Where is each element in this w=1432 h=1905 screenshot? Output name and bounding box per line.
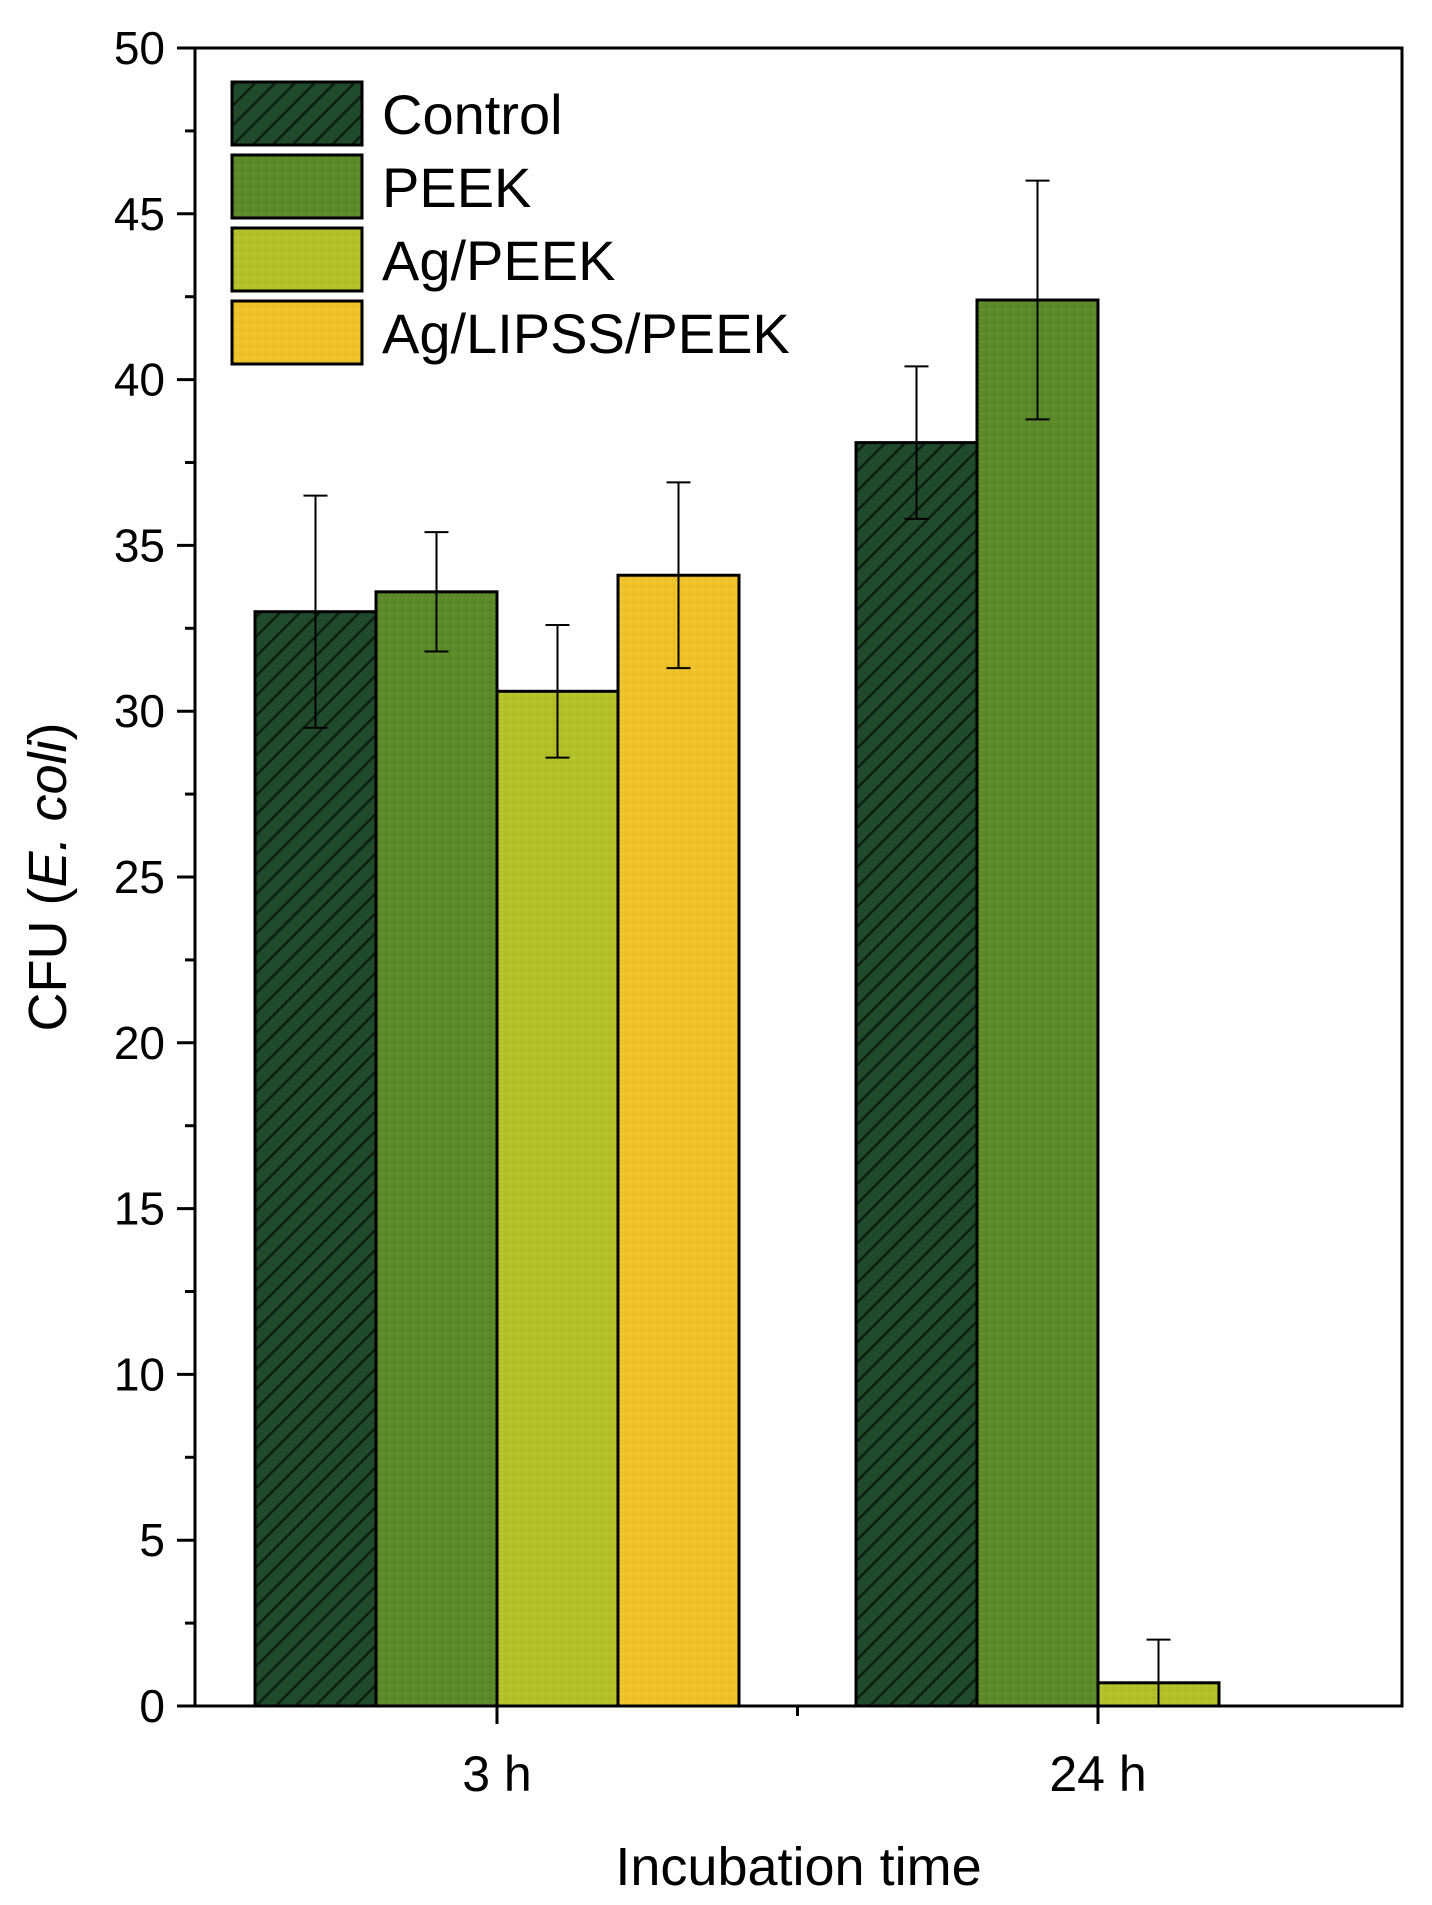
legend-swatch xyxy=(230,299,364,366)
y-tick-label: 30 xyxy=(114,685,165,737)
legend-label: PEEK xyxy=(382,156,531,219)
y-tick-label: 5 xyxy=(139,1514,165,1566)
legend-swatch xyxy=(230,226,364,293)
y-tick-label: 15 xyxy=(114,1183,165,1235)
error-bars-group xyxy=(303,179,1171,1707)
legend-item: Control xyxy=(230,80,563,147)
y-tick-label: 25 xyxy=(114,851,165,903)
bar-control-3h xyxy=(253,610,378,1708)
plot-frame xyxy=(193,46,1404,1708)
error-bar xyxy=(424,531,449,653)
y-axis-title: CFU (E. coli) xyxy=(18,722,78,1031)
error-bar xyxy=(545,623,570,759)
y-tick-label: 20 xyxy=(114,1017,165,1069)
legend-item: Ag/PEEK xyxy=(230,226,615,293)
legend-item: Ag/LIPSS/PEEK xyxy=(230,299,790,366)
error-bar xyxy=(1025,179,1050,421)
x-axis: 3 h 24 h xyxy=(462,1706,1147,1802)
error-bar xyxy=(666,481,691,670)
y-tick-label: 50 xyxy=(114,22,165,74)
error-bar xyxy=(904,365,929,520)
bar-control-24h xyxy=(854,441,979,1708)
legend-swatch xyxy=(230,80,364,147)
bars-group xyxy=(253,298,1221,1708)
legend-swatch xyxy=(230,153,364,220)
bar-ag-peek-3h xyxy=(495,689,620,1708)
bar-ag-lipss-peek-3h xyxy=(616,573,741,1708)
x-axis-title: Incubation time xyxy=(615,1837,981,1897)
y-tick-label: 10 xyxy=(114,1348,165,1400)
legend-label: Control xyxy=(382,83,563,146)
bar-peek-3h xyxy=(374,590,499,1708)
bar-peek-24h xyxy=(975,298,1100,1708)
legend: Control PEEK Ag/PEEK Ag/LIPSS/PEEK xyxy=(230,80,790,366)
legend-label: Ag/PEEK xyxy=(382,229,615,292)
y-tick-label: 0 xyxy=(139,1680,165,1732)
y-tick-label: 35 xyxy=(114,519,165,571)
legend-label: Ag/LIPSS/PEEK xyxy=(382,302,790,365)
y-tick-label: 40 xyxy=(114,354,165,406)
x-tick-label: 24 h xyxy=(1049,1746,1146,1802)
y-tick-label: 45 xyxy=(114,188,165,240)
error-bar xyxy=(303,494,328,729)
legend-item: PEEK xyxy=(230,153,531,220)
x-tick-label: 3 h xyxy=(462,1746,532,1802)
y-axis: 0 5 10 15 20 25 30 35 40 45 50 xyxy=(114,22,195,1732)
